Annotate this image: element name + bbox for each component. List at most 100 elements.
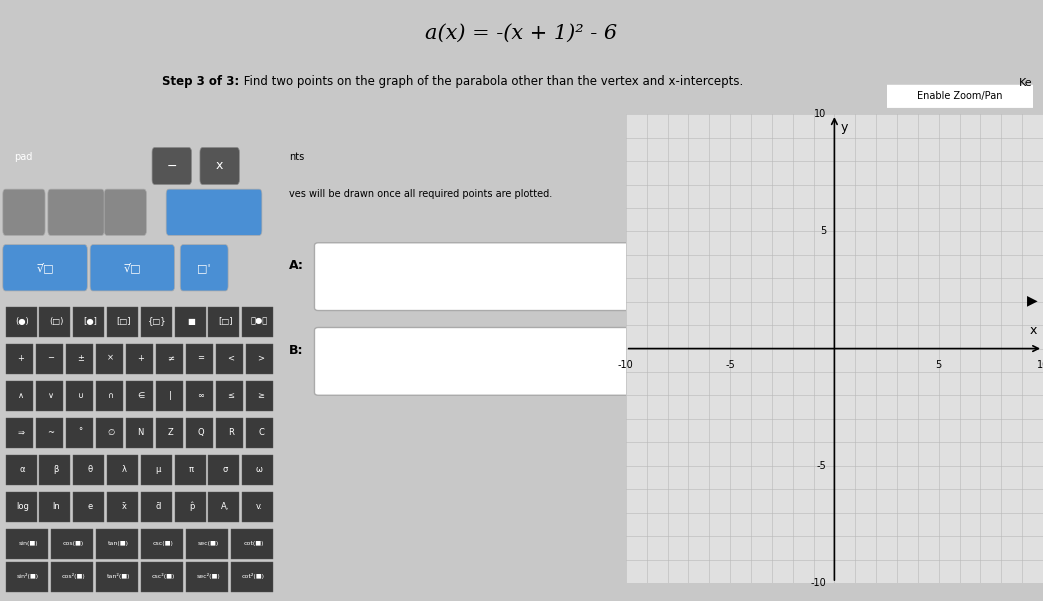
Text: Enable Zoom/Pan: Enable Zoom/Pan (917, 91, 1002, 101)
Bar (126, 344, 153, 374)
Bar (96, 381, 123, 411)
Text: A,: A, (221, 502, 229, 511)
Bar (66, 418, 93, 448)
Text: ∩: ∩ (107, 391, 114, 400)
Text: x̄: x̄ (121, 502, 126, 511)
Text: ∅: ∅ (107, 427, 115, 436)
Text: a(x) = -(x + 1)² - 6: a(x) = -(x + 1)² - 6 (426, 24, 617, 43)
Text: °: ° (78, 427, 82, 436)
Bar (5, 529, 48, 560)
Text: sin(■): sin(■) (19, 541, 38, 546)
Bar (66, 344, 93, 374)
Bar (155, 381, 184, 411)
Text: ∨: ∨ (48, 391, 54, 400)
Text: −: − (167, 159, 177, 172)
Bar (35, 344, 63, 374)
Text: csc²(■): csc²(■) (151, 573, 175, 579)
Text: nts: nts (289, 153, 305, 162)
Bar (141, 529, 184, 560)
Text: sec(■): sec(■) (198, 541, 219, 546)
Text: 5: 5 (820, 227, 826, 236)
Bar (35, 381, 63, 411)
FancyBboxPatch shape (90, 245, 174, 291)
Bar (5, 418, 33, 448)
Bar (186, 418, 213, 448)
Text: Q: Q (197, 427, 204, 436)
FancyBboxPatch shape (180, 245, 228, 291)
Text: 10: 10 (1037, 360, 1043, 370)
Text: [□]: [□] (218, 317, 233, 326)
FancyBboxPatch shape (3, 189, 45, 236)
FancyBboxPatch shape (315, 243, 642, 311)
Text: Ke: Ke (1019, 78, 1033, 88)
Bar (35, 418, 63, 448)
Bar (5, 344, 33, 374)
Bar (141, 492, 172, 522)
Text: √̅□: √̅□ (37, 263, 54, 273)
Bar (155, 344, 184, 374)
Text: ln: ln (52, 502, 60, 511)
Bar (40, 492, 71, 522)
Text: C: C (258, 427, 264, 436)
Text: π: π (189, 465, 194, 474)
Text: v.: v. (256, 502, 263, 511)
Bar (96, 529, 138, 560)
Bar (216, 418, 243, 448)
Text: |: | (169, 391, 172, 400)
Text: β: β (53, 465, 59, 474)
Text: (●): (●) (16, 317, 29, 326)
Text: +: + (18, 353, 24, 362)
Text: e: e (88, 502, 93, 511)
Text: x: x (216, 159, 223, 172)
Bar (40, 455, 71, 486)
Bar (231, 562, 273, 592)
Text: >: > (258, 353, 265, 362)
Text: x: x (1029, 324, 1037, 337)
Text: R: R (228, 427, 234, 436)
Bar (107, 307, 138, 337)
Bar (174, 455, 205, 486)
FancyBboxPatch shape (200, 147, 240, 185)
Bar (186, 562, 228, 592)
Bar (231, 529, 273, 560)
Text: sin²(■): sin²(■) (17, 573, 40, 579)
FancyBboxPatch shape (104, 189, 146, 236)
Bar (186, 381, 213, 411)
Text: A:: A: (289, 259, 304, 272)
Text: log: log (16, 502, 29, 511)
Text: ≤: ≤ (227, 391, 235, 400)
Bar (73, 492, 104, 522)
Bar (96, 562, 138, 592)
Text: sec²(■): sec²(■) (196, 573, 220, 579)
Text: cos²(■): cos²(■) (62, 573, 86, 579)
Text: ▶: ▶ (1027, 293, 1038, 308)
Text: ⇒: ⇒ (17, 427, 24, 436)
Text: cot(■): cot(■) (243, 541, 264, 546)
Text: λ: λ (121, 465, 126, 474)
Text: cos(■): cos(■) (63, 541, 83, 546)
Text: cot²(■): cot²(■) (242, 573, 265, 579)
Bar (242, 307, 273, 337)
Bar (5, 307, 37, 337)
Text: −: − (47, 353, 54, 362)
Text: Find two points on the graph of the parabola other than the vertex and x-interce: Find two points on the graph of the para… (240, 75, 744, 88)
Bar (186, 344, 213, 374)
Text: ∈: ∈ (138, 391, 144, 400)
Text: ■: ■ (188, 317, 195, 326)
Bar (107, 455, 138, 486)
Text: □': □' (197, 263, 211, 273)
Text: pad: pad (15, 152, 32, 162)
Text: d̄: d̄ (155, 502, 161, 511)
Text: ves will be drawn once all required points are plotted.: ves will be drawn once all required poin… (289, 189, 552, 199)
Bar (209, 492, 240, 522)
Bar (242, 455, 273, 486)
Bar (174, 492, 205, 522)
Bar (141, 562, 184, 592)
Text: +: + (138, 353, 144, 362)
Bar (174, 307, 205, 337)
Bar (209, 307, 240, 337)
FancyBboxPatch shape (166, 189, 262, 236)
Text: ±: ± (77, 353, 84, 362)
Text: =: = (197, 353, 204, 362)
Bar (40, 307, 71, 337)
